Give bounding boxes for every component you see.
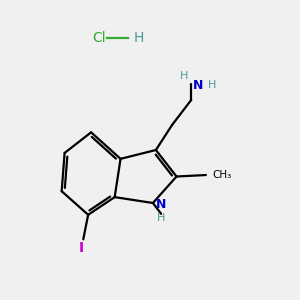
Text: H: H [134,31,144,45]
Text: Cl: Cl [92,31,106,45]
Text: H: H [157,213,165,223]
Text: H: H [180,70,188,80]
Text: I: I [79,241,84,255]
Text: H: H [208,80,216,90]
Text: N: N [193,79,203,92]
Text: N: N [156,198,166,211]
Text: CH₃: CH₃ [212,170,232,180]
